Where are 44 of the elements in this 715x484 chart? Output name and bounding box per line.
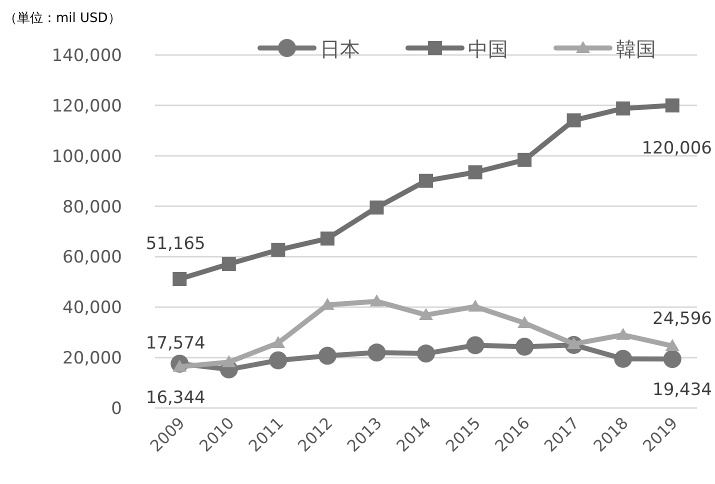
point (370, 200, 384, 215)
point (419, 174, 433, 188)
point (516, 338, 534, 356)
y-axis-title: （単位：mil USD） (4, 11, 121, 26)
y-tick-label: 0 (111, 399, 122, 419)
point (614, 350, 632, 368)
y-tick-label: 20,000 (62, 348, 122, 369)
point (172, 272, 187, 286)
point (370, 294, 384, 306)
point (419, 308, 433, 320)
data-label: 17,574 (146, 334, 206, 354)
legend-label: 日本 (320, 37, 360, 61)
y-tick-label: 60,000 (62, 248, 122, 268)
point (616, 101, 630, 116)
point (320, 232, 334, 246)
point (271, 336, 286, 348)
y-tick-label: 140,000 (52, 46, 122, 66)
data-label: 51,165 (146, 234, 206, 254)
point (616, 328, 630, 340)
point (368, 344, 386, 362)
y-tick-label: 120,000 (52, 96, 122, 116)
point (222, 257, 236, 272)
point (417, 344, 435, 363)
data-label: 24,596 (652, 308, 712, 329)
y-tick-label: 80,000 (62, 197, 122, 218)
point (566, 113, 581, 128)
point (222, 355, 236, 368)
y-tick-label: 100,000 (52, 146, 122, 167)
data-label: 19,434 (652, 380, 712, 400)
legend-label: 中国 (468, 37, 508, 61)
data-label: 120,006 (642, 138, 712, 158)
point (663, 350, 682, 368)
data-label: 16,344 (146, 388, 206, 408)
y-tick-label: 40,000 (62, 298, 122, 318)
legend-label: 韓国 (616, 37, 656, 61)
point (665, 338, 680, 351)
point (518, 152, 532, 167)
point (468, 165, 482, 180)
point (466, 336, 484, 354)
point (318, 346, 336, 365)
point (271, 242, 286, 257)
point (269, 351, 288, 370)
point (468, 300, 482, 312)
point (665, 98, 680, 112)
